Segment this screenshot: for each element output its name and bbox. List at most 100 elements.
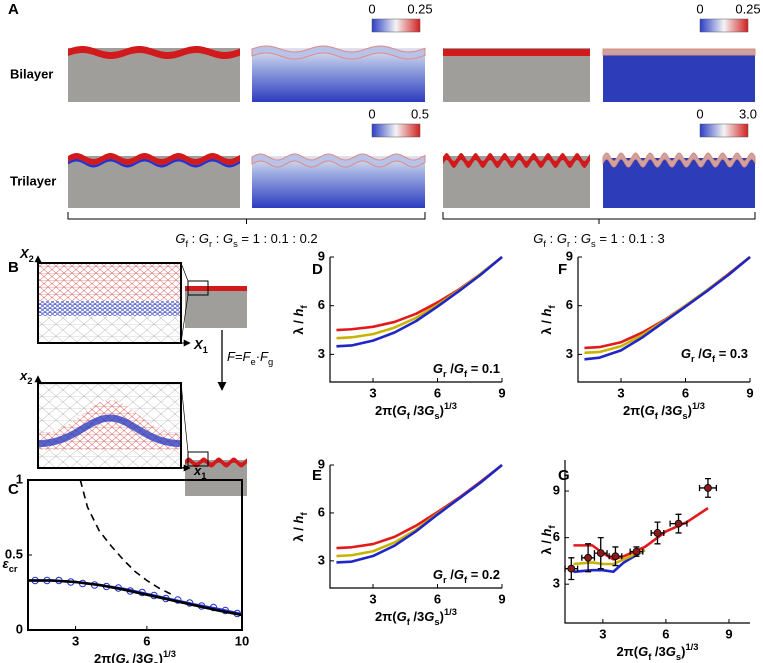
text-part: /3 [410, 609, 424, 624]
colorbar-label: 3.0 [739, 106, 757, 121]
text-part: / [695, 346, 703, 361]
text-part: g [268, 357, 273, 367]
row-label: Bilayer [10, 66, 53, 81]
text-part: F [243, 349, 252, 364]
x-tick-label: 3 [369, 385, 376, 400]
text-part: s [153, 659, 158, 663]
text-part: 1/3 [685, 642, 698, 652]
line-series [584, 255, 751, 361]
text-part: f [185, 239, 188, 249]
y-axis-label: λ / hf [291, 305, 309, 335]
film [68, 153, 240, 165]
substrate [68, 48, 240, 102]
text-part: f [712, 354, 716, 364]
axes [329, 257, 502, 383]
text-part: G [424, 403, 434, 418]
data-point [596, 549, 605, 558]
x-tick-label: 3 [599, 626, 606, 641]
text-part: r [567, 239, 570, 249]
inset [185, 288, 247, 328]
data-point [584, 553, 593, 562]
x-tick-label: 3 [617, 385, 624, 400]
text-part: G [702, 346, 712, 361]
y-axis-label: λ / hf [539, 305, 557, 335]
colorbar-label: 0.25 [407, 1, 432, 16]
x-tick-label: 3 [72, 633, 79, 648]
text-part: = 0.1 [467, 361, 500, 376]
x-tick-label: 10 [235, 633, 249, 648]
annotation: Gr /Gf = 0.2 [433, 567, 500, 585]
text-part: h [291, 516, 306, 524]
panel-label: E [312, 467, 322, 484]
zoom-box [187, 451, 209, 467]
text-part: G [116, 651, 126, 663]
line-series [573, 548, 646, 574]
colorbar-label: 0 [696, 106, 703, 121]
x-tick-label: 9 [746, 385, 753, 400]
text-part: λ / [539, 317, 554, 335]
simulation-image [68, 46, 240, 102]
text-part: h [291, 309, 306, 317]
text-part: = 0.2 [467, 567, 500, 582]
axes [577, 257, 750, 383]
text-part: ) [440, 403, 444, 418]
x-tick-label: 9 [725, 626, 732, 641]
text-part: F [227, 349, 236, 364]
text-part: f [407, 411, 411, 421]
colorbar-label: 0 [368, 106, 375, 121]
panel-a: A Bilayer Trilayer 0 0.25 0 0.25 0 0.5 0 3.0 Gf : G… [8, 1, 761, 250]
text-part: / [447, 361, 455, 376]
text-part: G [175, 231, 185, 246]
panel-label: A [8, 1, 19, 18]
x-axis-label: 2π(Gf /3Gs)1/3 [375, 401, 457, 421]
line-series [573, 548, 646, 566]
colorbar-label: 0 [368, 1, 375, 16]
simulation-image [251, 45, 426, 102]
text-part: G [533, 231, 543, 246]
text-part: X [19, 246, 30, 261]
panel-label: B [8, 259, 19, 276]
text-part: f [407, 617, 411, 627]
bracket [67, 212, 426, 224]
line-series [336, 463, 503, 550]
panel-label: C [8, 481, 19, 498]
text-part: x [19, 368, 28, 383]
text-part: G [645, 403, 655, 418]
line-series [336, 463, 503, 564]
text-part: f [547, 305, 557, 309]
text-part: 1/3 [692, 401, 705, 411]
text-part: G [666, 644, 676, 659]
text-part: h [539, 529, 554, 537]
annotation: Gr /Gf = 0.1 [433, 361, 500, 379]
text-part: G [143, 651, 153, 663]
x-tick-label: 9 [498, 591, 505, 606]
line-series [79, 479, 172, 595]
film [602, 152, 756, 168]
film [251, 45, 426, 60]
condition-label: Gf : Gr : Gs = 1 : 0.1 : 3 [533, 231, 665, 249]
text-part: G [681, 346, 691, 361]
text-part: G [581, 231, 591, 246]
text-part: f [547, 525, 557, 529]
text-part: G [199, 231, 209, 246]
text-part: h [539, 309, 554, 317]
film [443, 49, 590, 56]
text-part: G [397, 403, 407, 418]
axis-label: X1 [193, 337, 208, 355]
annotation: Gr /Gf = 0.3 [681, 346, 748, 364]
y-tick-label: 1 [16, 471, 23, 486]
text-part: f [655, 411, 659, 421]
x-axis-label: 2π(Gf /3Gs)1/3 [94, 649, 176, 663]
y-tick-label: 3 [553, 576, 560, 591]
y-tick-label: 6 [553, 529, 560, 544]
line-series [336, 463, 503, 558]
text-part: x [193, 463, 202, 478]
simulation-image [602, 152, 756, 208]
row-label: Trilayer [10, 173, 56, 188]
y-axis-label: εcr [2, 556, 17, 574]
panel-label: D [312, 261, 323, 278]
text-part: F [260, 349, 269, 364]
data-point [674, 519, 683, 528]
